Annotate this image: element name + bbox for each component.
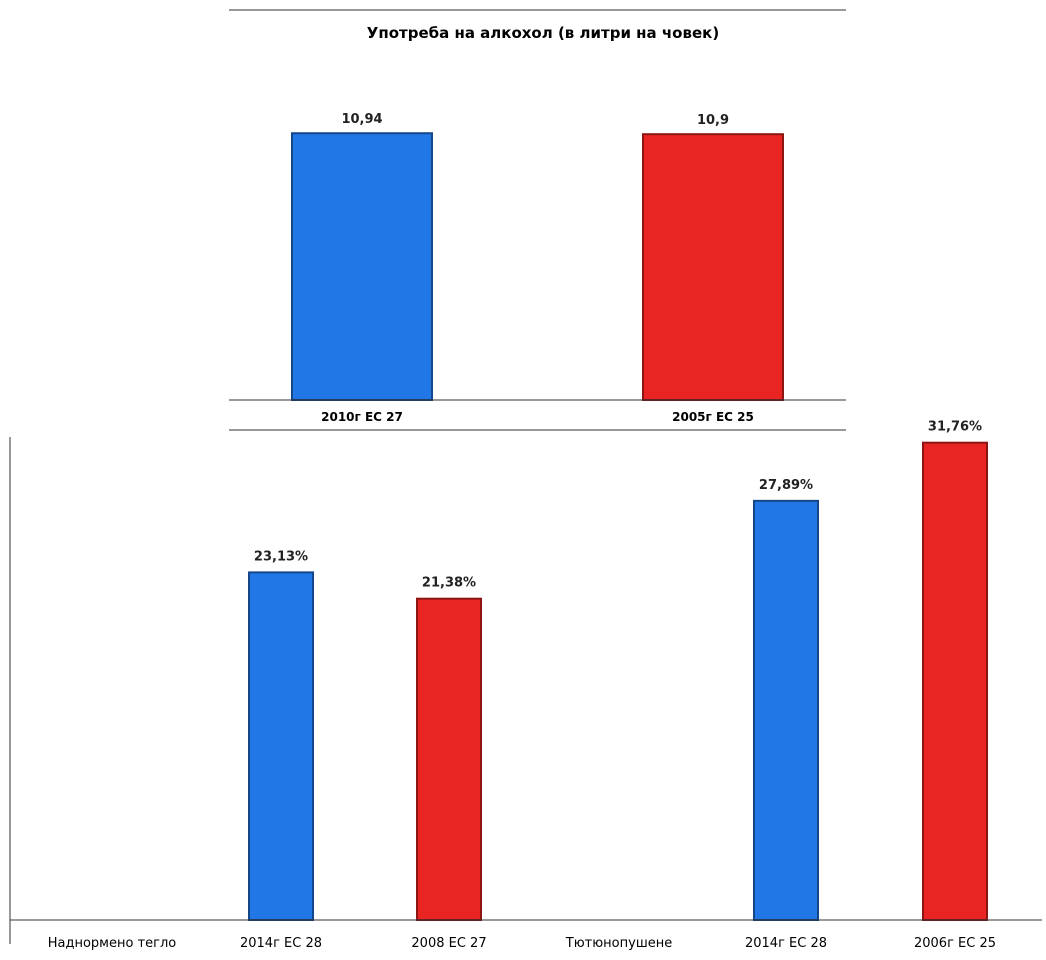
chart1-bars xyxy=(291,132,784,402)
bar-0-0 xyxy=(291,132,433,402)
bar-1-5 xyxy=(922,441,988,921)
bar-1-2 xyxy=(416,597,482,921)
chart2-category-labels: Наднормено тегло 2014г ЕС 28 2008 ЕС 27 Тют… xyxy=(48,936,996,951)
category-label-1-1: 2014г ЕС 28 xyxy=(240,936,322,951)
category-label-1-4: 2014г ЕС 28 xyxy=(745,936,827,951)
category-label-1-5: 2006г ЕС 25 xyxy=(914,936,996,951)
category-label-1-0: Наднормено тегло xyxy=(48,936,177,951)
value-label-0-0: 10,94 xyxy=(341,112,382,127)
chart1-category-labels: 2010г ЕС 27 2005г ЕС 25 xyxy=(321,410,754,424)
value-label-1-5: 31,76% xyxy=(928,420,982,435)
category-label-0-0: 2010г ЕС 27 xyxy=(321,410,403,424)
value-label-0-1: 10,9 xyxy=(697,113,729,128)
value-label-1-2: 21,38% xyxy=(422,576,476,591)
bar-1-1 xyxy=(248,571,314,922)
value-label-1-4: 27,89% xyxy=(759,478,813,493)
chart1-value-labels: 10,94 10,9 xyxy=(341,112,729,128)
value-label-1-1: 23,13% xyxy=(254,549,308,564)
category-label-1-3: Тютюнопушене xyxy=(565,936,672,951)
chart2-value-labels: 23,13% 21,38% 27,89% 31,76% xyxy=(254,420,982,591)
category-label-0-1: 2005г ЕС 25 xyxy=(672,410,754,424)
bar-1-4 xyxy=(753,499,819,921)
chart1-title: Употреба на алкохол (в литри на човек) xyxy=(367,24,719,42)
bar-0-1 xyxy=(642,133,784,401)
weight-smoking-chart: 23,13% 21,38% 27,89% 31,76% Наднормено тегл… xyxy=(9,420,1042,951)
chart2-bars xyxy=(248,441,988,922)
alcohol-chart: Употреба на алкохол (в литри на човек) 1… xyxy=(229,9,846,431)
category-label-1-2: 2008 ЕС 27 xyxy=(411,936,486,951)
